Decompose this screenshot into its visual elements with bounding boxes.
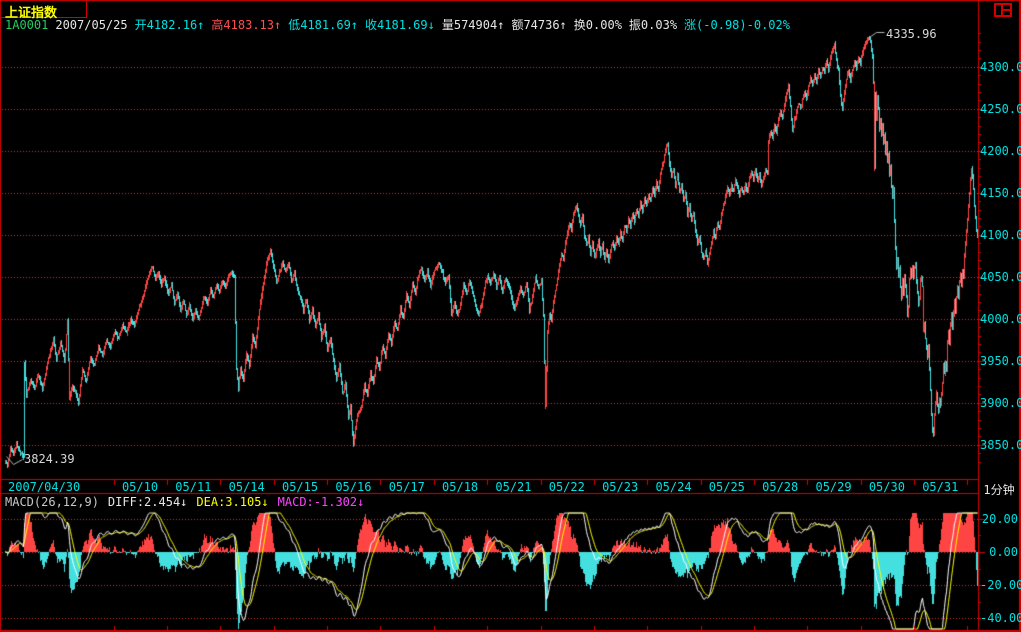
quote-date: 2007/05/25 <box>55 18 128 32</box>
high-price-annotation: 4335.96 <box>886 27 937 41</box>
quote-field-额: 额74736↑ <box>511 18 567 32</box>
price-axis-label: 4150.0 <box>980 185 1021 200</box>
date-axis-label: 05/28 <box>762 480 799 494</box>
date-axis-label: 2007/04/30 <box>8 480 81 494</box>
price-axis-label: 4000.0 <box>980 311 1021 326</box>
macd-axis-label: -20.00 <box>980 578 1021 593</box>
date-axis-label: 05/21 <box>495 480 532 494</box>
quote-field-涨: 涨(-0.98)-0.02% <box>684 18 790 32</box>
date-axis-label: 05/24 <box>655 480 692 494</box>
period-label[interactable]: 1分钟 <box>983 483 1015 497</box>
date-axis-label: 05/14 <box>228 480 265 494</box>
quote-field-收: 收4181.69↓ <box>365 18 435 32</box>
low-price-annotation: 3824.39 <box>24 452 75 466</box>
date-axis-label: 05/25 <box>708 480 745 494</box>
price-axis-label: 3950.0 <box>980 353 1021 368</box>
macd-dea-value: DEA:3.105↓ <box>196 495 269 509</box>
date-axis-label: 05/18 <box>442 480 479 494</box>
price-axis-label: 4200.0 <box>980 143 1021 158</box>
date-axis-label: 05/23 <box>602 480 639 494</box>
date-axis-label: 05/16 <box>335 480 372 494</box>
layout-icon-divider <box>1001 5 1003 15</box>
price-axis-label: 4050.0 <box>980 269 1021 284</box>
date-axis-label: 05/31 <box>922 480 959 494</box>
date-axis-label: 05/22 <box>548 480 585 494</box>
macd-macd-value: MACD:-1.302↓ <box>277 495 365 509</box>
window-title: 上证指数 <box>5 6 58 21</box>
macd-axis-label: 0.00 <box>989 545 1018 559</box>
macd-axis-label: -40.00 <box>980 611 1021 626</box>
date-axis-label: 05/10 <box>121 480 159 494</box>
price-axis-label: 4300.0 <box>980 59 1021 74</box>
title-tab <box>0 0 87 18</box>
quote-field-振: 振0.03% <box>628 18 678 32</box>
price-axis-label: 4250.0 <box>980 101 1021 116</box>
quote-info-bar: 1A0001 2007/05/25 开4182.16↑ 高4183.13↑ 低418… <box>5 18 790 32</box>
macd-info-bar: MACD(26,12,9) DIFF:2.454↓ DEA:3.105↓ MAC… <box>5 495 364 509</box>
price-axis-label: 4100.0 <box>980 227 1021 242</box>
date-axis-label: 05/15 <box>281 480 319 494</box>
date-axis-label: 05/30 <box>868 480 905 494</box>
layout-icon-divider <box>1003 9 1010 11</box>
macd-diff-value: DIFF:2.454↓ <box>107 495 188 509</box>
macd-axis-label: 20.00 <box>981 511 1018 526</box>
date-axis-label: 05/29 <box>815 480 852 494</box>
quote-field-高: 高4183.13↑ <box>211 18 282 32</box>
price-axis-label: 3850.0 <box>980 437 1021 452</box>
quote-field-开: 开4182.16↑ <box>134 18 205 32</box>
quote-field-换: 换0.00% <box>573 18 622 32</box>
price-axis-label: 3900.0 <box>980 395 1021 410</box>
macd-params: MACD(26,12,9) <box>5 495 99 509</box>
date-axis-label: 05/11 <box>175 480 212 494</box>
quote-field-低: 低4181.69↑ <box>288 18 359 32</box>
window-layout-icon[interactable] <box>994 3 1012 17</box>
date-axis-label: 05/17 <box>388 480 425 494</box>
quote-field-量: 量574904↑ <box>441 18 505 32</box>
stock-code: 1A0001 <box>5 18 49 32</box>
